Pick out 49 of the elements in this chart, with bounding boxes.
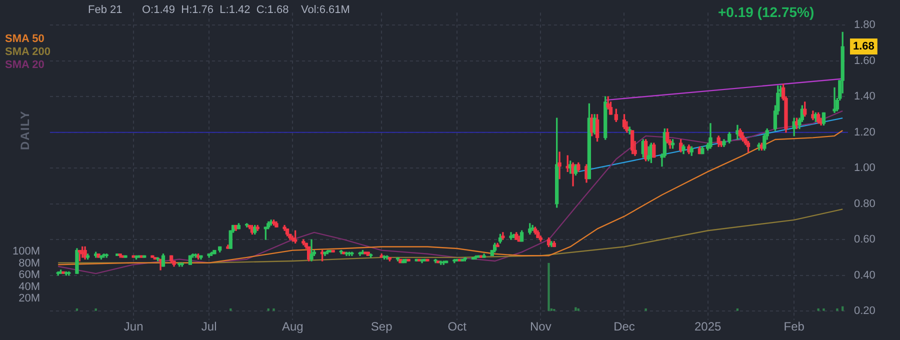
bar — [736, 308, 739, 311]
y2-tick-label: 100M — [12, 245, 40, 258]
x-tick-label: Nov — [530, 320, 552, 334]
bar — [577, 308, 580, 311]
y-tick-label: 0.80 — [854, 198, 876, 210]
y2-tick-label: 20M — [18, 292, 40, 305]
bar — [842, 306, 844, 311]
candlestick — [530, 224, 534, 231]
y-tick-label: 1.00 — [854, 162, 876, 174]
y-tick-label: 0.60 — [854, 234, 876, 246]
bar — [94, 308, 97, 311]
annotation: Vol:6.61M — [301, 4, 350, 16]
text: SMA 200 — [5, 46, 50, 59]
x-tick-label: Sep — [370, 320, 393, 334]
y2-tick-label: 40M — [18, 280, 40, 293]
bar — [267, 308, 270, 311]
text: SMA 50 — [5, 33, 46, 46]
x-tick-label: Oct — [448, 320, 468, 334]
bar — [644, 308, 647, 311]
bar — [817, 308, 820, 311]
bar — [272, 308, 275, 311]
x-tick-label: Feb — [784, 320, 805, 334]
x-tick-label: 2025 — [694, 320, 722, 334]
y-tick-label: 1.60 — [854, 54, 876, 67]
bar — [822, 308, 825, 311]
y-tick-label: 0.20 — [854, 305, 876, 318]
bar — [548, 262, 550, 311]
y-tick-label: 1.80 — [854, 19, 876, 32]
annotation: O:1.49 H:1.76 L:1.42 C:1.68 — [142, 4, 289, 16]
candlestick — [310, 239, 314, 262]
x-tick-label: Jul — [201, 320, 217, 334]
annotation: 1.68 — [853, 40, 874, 53]
x-tick-label: Dec — [614, 320, 635, 334]
y-tick-label: 1.20 — [854, 126, 876, 138]
annotation: Feb 21 — [88, 4, 122, 16]
annotation: +0.19 (12.75%) — [718, 4, 814, 20]
candlestick — [558, 152, 562, 180]
bar — [230, 308, 232, 311]
y2-tick-label: 60M — [18, 269, 40, 282]
bar — [76, 308, 78, 311]
y-tick-label: 1.40 — [854, 90, 876, 103]
y-tick-label: 0.40 — [854, 269, 876, 282]
text: DAILY — [18, 110, 32, 150]
x-tick-label: Aug — [282, 320, 304, 334]
y2-tick-label: 80M — [18, 257, 40, 270]
text: SMA 20 — [5, 59, 46, 72]
bar — [836, 308, 838, 311]
x-tick-label: Jun — [124, 320, 144, 334]
bar — [574, 307, 577, 311]
